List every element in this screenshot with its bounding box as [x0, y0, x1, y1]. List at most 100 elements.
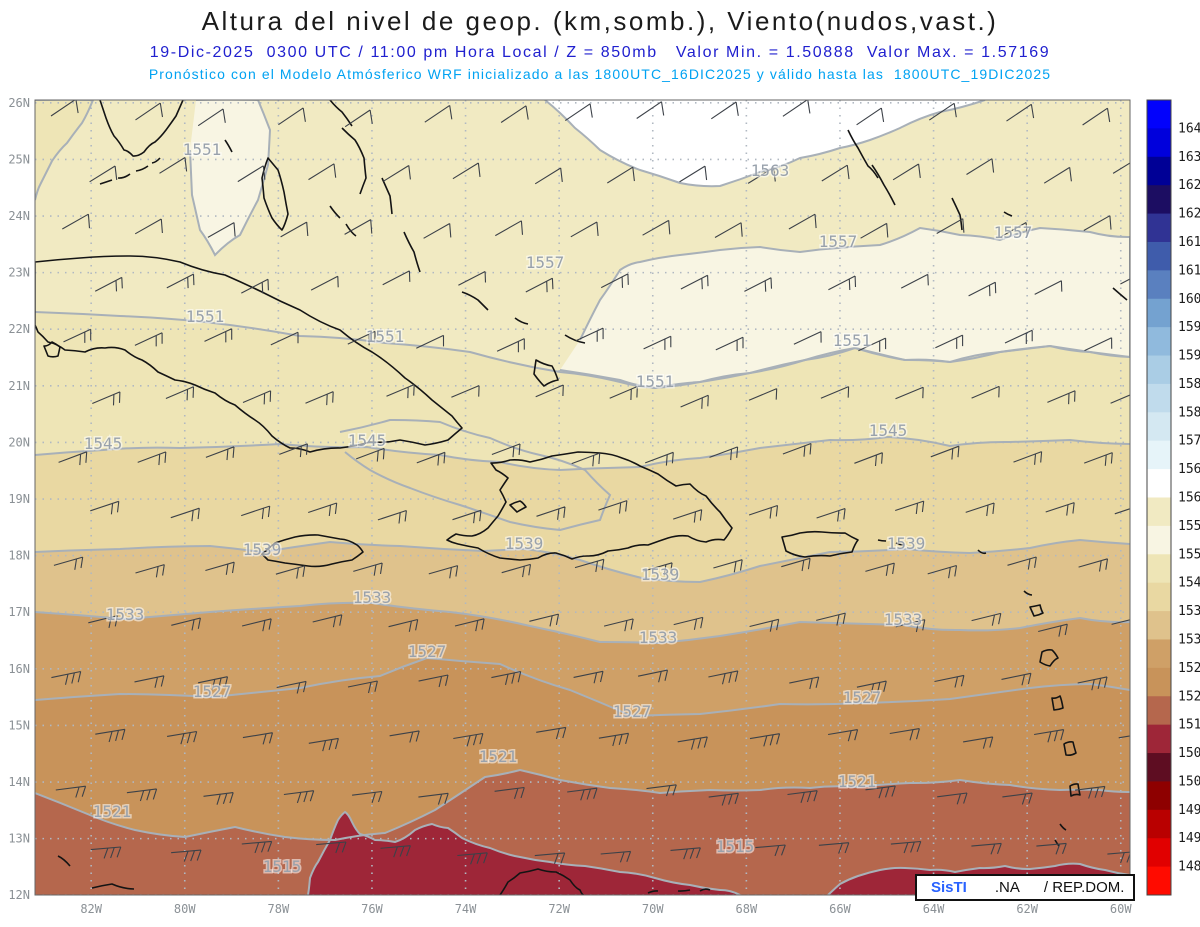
colorbar-tick-label: 1503 — [1178, 774, 1200, 789]
colorbar-tick-label: 1617 — [1178, 235, 1200, 250]
colorbar-tick-label: 1497 — [1178, 803, 1200, 818]
watermark-brand: SisTI — [931, 879, 967, 896]
band-1563-1569 — [545, 100, 985, 187]
lat-tick-label: 17N — [8, 605, 30, 619]
colorbar-tick-label: 1623 — [1178, 207, 1200, 222]
colorbar-tick-label: 1629 — [1178, 178, 1200, 193]
contour-label: 1539 — [505, 534, 544, 553]
colorbar-segment — [1147, 241, 1171, 271]
lat-tick-label: 15N — [8, 718, 30, 732]
contour-label: 1551 — [183, 140, 222, 159]
contour-label: 1527 — [843, 688, 882, 707]
contour-label: 1521 — [93, 802, 132, 821]
contour-label: 1539 — [887, 534, 926, 553]
lon-tick-label: 76W — [361, 902, 383, 916]
contour-label: 1545 — [84, 434, 123, 453]
lat-tick-label: 13N — [8, 832, 30, 846]
subtitle-validtime: 19-Dic-2025 0300 UTC / 11:00 pm Hora Loc… — [149, 44, 1051, 61]
colorbar-segment — [1147, 298, 1171, 328]
colorbar-segment — [1147, 582, 1171, 612]
colorbar-tick-label: 1587 — [1178, 377, 1200, 392]
colorbar-segment — [1147, 525, 1171, 555]
contour-label: 1539 — [243, 540, 282, 559]
colorbar-segment — [1147, 866, 1171, 896]
contour-label: 1533 — [106, 605, 145, 624]
lon-tick-label: 72W — [548, 902, 570, 916]
colorbar-tick-label: 1533 — [1178, 632, 1200, 647]
contour-label: 1533 — [884, 610, 923, 629]
watermark-box: SisTI .NA / REP.DOM. — [915, 874, 1135, 901]
contour-label: 1557 — [994, 223, 1033, 242]
colorbar-segment — [1147, 128, 1171, 158]
lon-tick-label: 64W — [923, 902, 945, 916]
colorbar-tick-label: 1509 — [1178, 746, 1200, 761]
lat-tick-label: 18N — [8, 549, 30, 563]
colorbar-segment — [1147, 383, 1171, 413]
colorbar-tick-label: 1539 — [1178, 604, 1200, 619]
colorbar-tick-label: 1569 — [1178, 462, 1200, 477]
contour-label: 1545 — [348, 431, 387, 450]
contour-label: 1533 — [353, 588, 392, 607]
lat-tick-label: 23N — [8, 266, 30, 280]
lat-tick-label: 25N — [8, 152, 30, 166]
contour-label: 1521 — [479, 747, 518, 766]
contour-label: 1551 — [636, 372, 675, 391]
colorbar-tick-label: 1545 — [1178, 576, 1200, 591]
lon-tick-label: 80W — [174, 902, 196, 916]
watermark-mid: .NA — [994, 879, 1020, 896]
band-1551-1557 — [560, 228, 1130, 388]
contour-label: 1539 — [641, 565, 680, 584]
colorbar-segment — [1147, 696, 1171, 726]
coastlines — [35, 100, 1128, 895]
contour-label: 1533 — [639, 628, 678, 647]
colorbar-segment — [1147, 838, 1171, 868]
watermark-right: / REP.DOM. — [1043, 879, 1125, 896]
contour-label: 1515 — [263, 857, 302, 876]
colorbar-segment — [1147, 412, 1171, 442]
lon-tick-label: 62W — [1016, 902, 1038, 916]
lon-tick-label: 66W — [829, 902, 851, 916]
lat-tick-label: 14N — [8, 775, 30, 789]
height-contours — [35, 100, 1130, 895]
lon-tick-label: 60W — [1110, 902, 1132, 916]
colorbar-tick-label: 1557 — [1178, 519, 1200, 534]
colorbar-segment — [1147, 611, 1171, 640]
colorbar-tick-label: 1515 — [1178, 718, 1200, 733]
page-title: Altura del nivel de geop. (km,somb.), Vi… — [201, 6, 999, 36]
colorbar-tick-label: 1635 — [1178, 150, 1200, 165]
colorbar-segment — [1147, 639, 1171, 669]
colorbar-tick-label: 1527 — [1178, 661, 1200, 676]
colorbar-tick-label: 1593 — [1178, 349, 1200, 364]
lon-tick-label: 74W — [455, 902, 477, 916]
lat-tick-label: 19N — [8, 492, 30, 506]
lat-tick-label: 16N — [8, 662, 30, 676]
colorbar-tick-label: 1599 — [1178, 320, 1200, 335]
lon-tick-label: 70W — [642, 902, 664, 916]
lat-tick-label: 24N — [8, 209, 30, 223]
axis-labels: 26N 25N 24N 23N 22N 21N 20N 19N 18N 17N 16N 15N 14N 1… — [8, 96, 1132, 916]
colorbar-segment — [1147, 355, 1171, 385]
colorbar-tick-label: 1521 — [1178, 689, 1200, 704]
colorbar-segment — [1147, 185, 1171, 215]
colorbar-segment — [1147, 156, 1171, 186]
contour-label: 1563 — [751, 161, 790, 180]
contour-label: 1557 — [526, 253, 565, 272]
colorbar-segment — [1147, 213, 1171, 243]
wind-barbs — [50, 100, 1130, 865]
map-area: 1551 1563 1557 1557 1557 1551 1551 1551 1551 1545… — [35, 100, 1130, 895]
colorbar-segment — [1147, 327, 1171, 357]
colorbar-segment — [1147, 100, 1171, 129]
subtitle-model-init: Pronóstico con el Modelo Atmósferico WRF… — [148, 66, 1052, 82]
colorbar-segment — [1147, 753, 1171, 782]
colorbar-segment — [1147, 469, 1171, 498]
colorbar-segment — [1147, 781, 1171, 811]
contour-label: 1521 — [838, 772, 877, 791]
colorbar-tick-label: 1551 — [1178, 547, 1200, 562]
contour-label: 1527 — [193, 682, 232, 701]
contour-label: 1527 — [408, 642, 447, 661]
colorbar-segment — [1147, 809, 1171, 839]
lat-tick-label: 26N — [8, 96, 30, 110]
colorbar-segment — [1147, 270, 1171, 300]
